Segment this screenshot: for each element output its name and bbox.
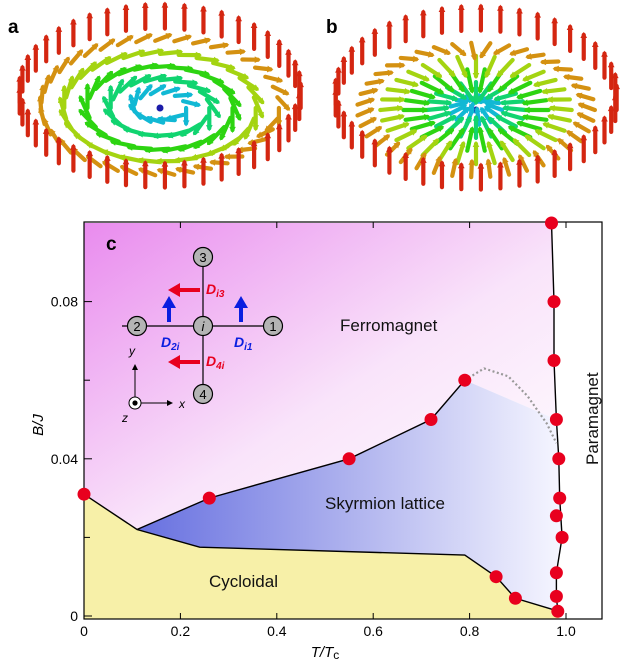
axis-label-y: y: [128, 344, 136, 358]
data-point: [549, 509, 563, 523]
svg-text:3: 3: [199, 250, 206, 265]
x-tick-label: 1.0: [556, 623, 576, 639]
data-point: [551, 604, 565, 618]
site-4: 4: [192, 383, 214, 405]
dmi-label-i3: Di3: [206, 281, 225, 300]
lattice-inset: 3 2 i 1 4: [121, 246, 284, 425]
site-3: 3: [192, 246, 214, 268]
plot-frame: [83, 221, 603, 620]
x-tick-label: 0.8: [460, 623, 480, 639]
data-point: [549, 566, 563, 580]
site-1: 1: [262, 315, 284, 337]
panel-label-a: a: [8, 17, 19, 38]
skyrmion-lattice-region: [137, 380, 563, 612]
y-tick-label: 0.08: [51, 294, 78, 310]
dmi-arrow-2i: [162, 296, 176, 322]
data-point: [202, 491, 216, 505]
cycloidal-label: Cycloidal: [209, 572, 278, 591]
svg-text:4: 4: [199, 387, 206, 402]
y-tick-label: 0.04: [51, 451, 78, 467]
site-2: 2: [126, 315, 148, 337]
dmi-label-i1: Di1: [234, 334, 253, 353]
skyrmion-lattice-label: Skyrmion lattice: [325, 494, 445, 513]
data-point: [547, 354, 561, 367]
axis-label-x: x: [178, 397, 186, 411]
dmi-label-2i: D2i: [161, 334, 180, 353]
axis-label-z: z: [121, 411, 128, 425]
data-point: [458, 373, 472, 387]
data-point: [77, 487, 91, 501]
data-point: [549, 413, 563, 426]
svg-text:i: i: [202, 319, 206, 334]
x-tick-label: 0.2: [171, 623, 191, 639]
axis-ticks: 0 0.2 0.4 0.6 0.8 1.0 0 0.04 0.08: [51, 222, 576, 639]
paramagnet-boundary-line: [550, 222, 563, 612]
coordinate-axes: y x z: [121, 344, 186, 425]
svg-text:2: 2: [133, 319, 140, 334]
ferromagnet-label: Ferromagnet: [340, 316, 438, 335]
dmi-arrow-i3: [168, 283, 200, 297]
dmi-label-4i: D4i: [206, 353, 225, 372]
data-point: [552, 452, 566, 466]
data-point: [342, 452, 356, 466]
y-tick-label: 0: [70, 608, 78, 624]
cycloidal-region: [84, 494, 559, 619]
skyrmion-neel-texture: [332, 3, 621, 192]
x-axis-title: T/Tc: [311, 644, 340, 662]
data-point: [508, 591, 522, 605]
site-i: i: [192, 315, 214, 337]
skyrmion-bloch-texture: [16, 1, 305, 190]
data-point: [555, 530, 569, 544]
data-point: [424, 413, 438, 426]
dotted-boundary-line: [464, 367, 558, 444]
data-point: [545, 216, 558, 230]
data-point: [549, 589, 563, 603]
svg-text:1: 1: [269, 319, 276, 334]
ferromagnet-region: [84, 223, 557, 530]
x-tick-label: 0: [80, 623, 88, 639]
data-markers: [77, 216, 569, 618]
data-point: [489, 570, 503, 584]
panel-label-c: c: [106, 234, 117, 255]
y-axis-title: B/J: [30, 414, 47, 436]
data-point: [547, 295, 561, 309]
dmi-arrow-4i: [168, 355, 200, 369]
data-point: [553, 491, 567, 505]
paramagnet-label: Paramagnet: [583, 372, 602, 465]
panel-label-b: b: [326, 17, 338, 38]
dmi-arrow-i1: [234, 296, 248, 322]
x-tick-label: 0.6: [363, 623, 383, 639]
x-tick-label: 0.4: [267, 623, 287, 639]
phase-diagram: 0 0.2 0.4 0.6 0.8 1.000.040.08 c Ferromagnet …: [30, 216, 603, 662]
